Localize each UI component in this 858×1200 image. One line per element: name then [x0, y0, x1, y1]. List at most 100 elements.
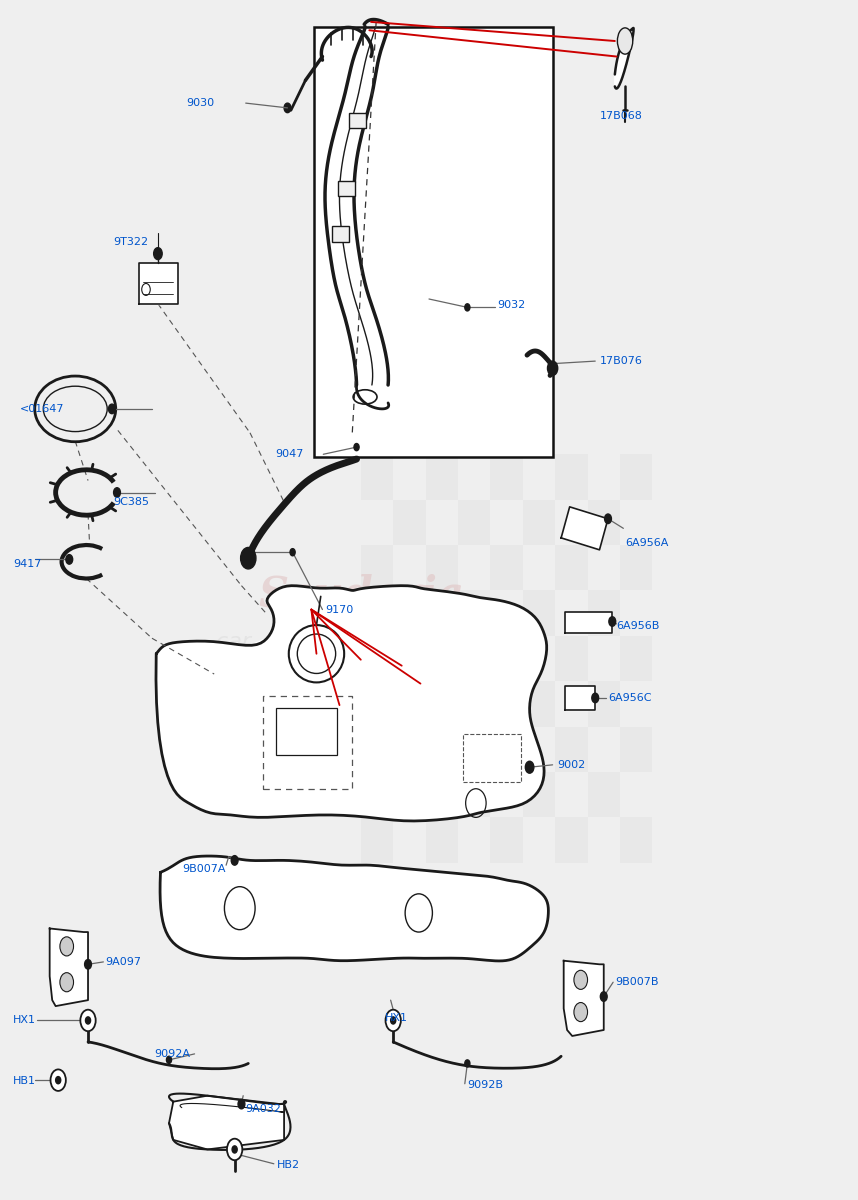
- Circle shape: [290, 548, 295, 556]
- Bar: [338, 181, 355, 197]
- Text: 6A956C: 6A956C: [608, 692, 651, 703]
- Bar: [491, 817, 523, 863]
- Circle shape: [465, 304, 470, 311]
- Polygon shape: [561, 506, 608, 550]
- Circle shape: [605, 514, 612, 523]
- Bar: [523, 590, 555, 636]
- Circle shape: [60, 973, 74, 991]
- Bar: [555, 636, 588, 682]
- Bar: [361, 817, 393, 863]
- Circle shape: [547, 361, 558, 376]
- Bar: [361, 545, 393, 590]
- Bar: [523, 499, 555, 545]
- Bar: [332, 226, 349, 241]
- Circle shape: [609, 617, 616, 626]
- Circle shape: [85, 960, 92, 970]
- Circle shape: [232, 1146, 237, 1153]
- Text: 9417: 9417: [13, 559, 41, 569]
- Bar: [588, 590, 620, 636]
- Bar: [393, 499, 426, 545]
- Circle shape: [238, 1099, 245, 1109]
- Polygon shape: [50, 929, 88, 1006]
- Circle shape: [601, 991, 607, 1001]
- Ellipse shape: [618, 28, 632, 54]
- Circle shape: [240, 547, 256, 569]
- Bar: [393, 682, 426, 727]
- Polygon shape: [169, 1096, 284, 1150]
- Text: 9092B: 9092B: [468, 1080, 504, 1090]
- Text: HX1: HX1: [384, 1013, 408, 1024]
- Text: 9030: 9030: [186, 98, 214, 108]
- Text: HX1: HX1: [13, 1015, 36, 1026]
- Polygon shape: [565, 612, 613, 634]
- Bar: [426, 817, 458, 863]
- Polygon shape: [565, 686, 595, 710]
- Text: 9170: 9170: [325, 605, 353, 614]
- Bar: [491, 455, 523, 499]
- Polygon shape: [160, 857, 548, 961]
- Circle shape: [390, 1016, 396, 1024]
- Text: Scuderia: Scuderia: [258, 574, 464, 616]
- Bar: [491, 727, 523, 772]
- Circle shape: [81, 1009, 96, 1031]
- Bar: [588, 682, 620, 727]
- Bar: [588, 772, 620, 817]
- Circle shape: [574, 971, 588, 989]
- Bar: [314, 26, 553, 457]
- Circle shape: [154, 247, 162, 259]
- Ellipse shape: [240, 552, 256, 564]
- Text: 6A956A: 6A956A: [625, 538, 668, 547]
- Text: 9C385: 9C385: [113, 497, 149, 508]
- Circle shape: [354, 444, 360, 451]
- Text: 9A032: 9A032: [245, 1104, 281, 1114]
- Text: 17B076: 17B076: [600, 356, 643, 366]
- Bar: [491, 545, 523, 590]
- Bar: [349, 113, 366, 128]
- Bar: [620, 817, 652, 863]
- Text: 9092A: 9092A: [154, 1049, 190, 1058]
- Circle shape: [166, 1056, 172, 1063]
- Text: 17B068: 17B068: [600, 112, 643, 121]
- Bar: [555, 727, 588, 772]
- Circle shape: [465, 1060, 470, 1067]
- Bar: [463, 733, 521, 781]
- Bar: [393, 590, 426, 636]
- Bar: [555, 455, 588, 499]
- Text: HB2: HB2: [277, 1160, 300, 1170]
- Bar: [361, 727, 393, 772]
- Bar: [426, 455, 458, 499]
- Bar: [555, 817, 588, 863]
- Bar: [620, 727, 652, 772]
- Bar: [275, 708, 337, 755]
- Circle shape: [592, 694, 599, 703]
- Bar: [458, 682, 491, 727]
- Circle shape: [86, 1016, 91, 1024]
- Bar: [393, 772, 426, 817]
- Text: 9T322: 9T322: [113, 236, 148, 247]
- Bar: [523, 682, 555, 727]
- Text: 9047: 9047: [275, 449, 304, 460]
- Circle shape: [574, 1002, 588, 1021]
- Polygon shape: [156, 586, 547, 821]
- Polygon shape: [564, 961, 604, 1036]
- Polygon shape: [139, 263, 178, 304]
- Text: car  parts: car parts: [216, 632, 323, 652]
- Text: <01647: <01647: [20, 404, 64, 414]
- Circle shape: [284, 103, 291, 113]
- Bar: [458, 499, 491, 545]
- Text: 6A956B: 6A956B: [617, 622, 660, 631]
- Bar: [426, 636, 458, 682]
- Bar: [361, 636, 393, 682]
- Bar: [458, 772, 491, 817]
- Circle shape: [525, 761, 534, 773]
- Circle shape: [232, 856, 238, 865]
- Bar: [491, 636, 523, 682]
- Bar: [426, 545, 458, 590]
- Circle shape: [60, 937, 74, 956]
- Text: 9A097: 9A097: [105, 956, 141, 967]
- Bar: [620, 636, 652, 682]
- Bar: [458, 590, 491, 636]
- Circle shape: [66, 554, 73, 564]
- Bar: [588, 499, 620, 545]
- Bar: [620, 455, 652, 499]
